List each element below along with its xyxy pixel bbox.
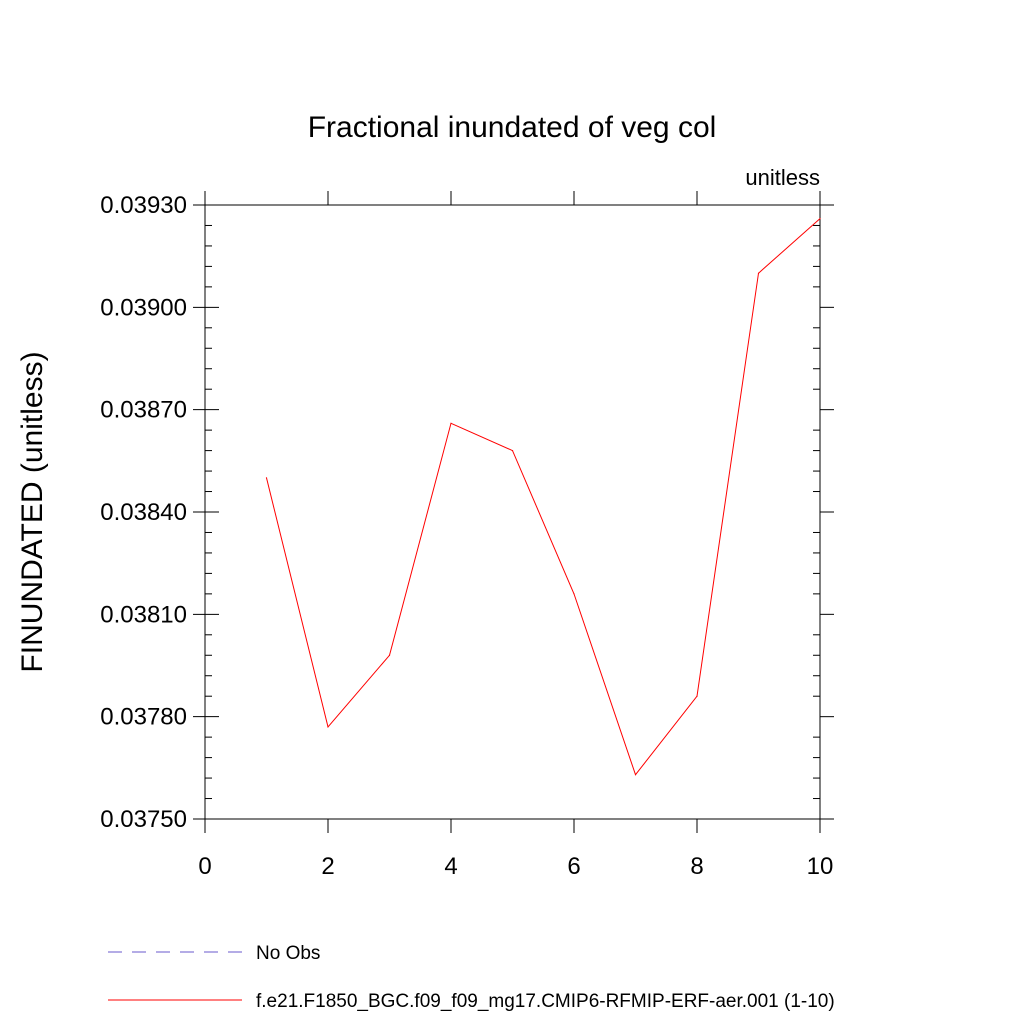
y-tick-label: 0.03870 (100, 397, 187, 424)
data-point (696, 695, 698, 697)
legend: No Obs f.e21.F1850_BGC.f09_f09_mg17.CMIP… (108, 943, 835, 1012)
x-tick-label: 10 (807, 853, 834, 880)
y-tick-label: 0.03930 (100, 192, 187, 219)
data-point (388, 654, 391, 656)
data-point (450, 422, 452, 424)
x-axis-ticks: 0 2 4 6 8 10 (198, 191, 833, 880)
series-layer (265, 218, 821, 776)
x-tick-label: 0 (198, 853, 211, 880)
plot-frame (204, 204, 821, 820)
data-point (327, 726, 329, 728)
data-point (573, 593, 575, 595)
y-tick-label: 0.03780 (100, 704, 187, 731)
data-point (511, 450, 514, 452)
data-point (634, 774, 637, 776)
data-point (819, 218, 821, 220)
series-line-0 (266, 218, 821, 776)
y-tick-label: 0.03750 (100, 806, 187, 833)
legend-label-model-run: f.e21.F1850_BGC.f09_f09_mg17.CMIP6-RFMIP… (256, 991, 835, 1012)
x-tick-label: 4 (444, 853, 457, 880)
y-tick-label: 0.03840 (100, 499, 187, 526)
legend-label-no-obs: No Obs (256, 943, 320, 964)
y-tick-label: 0.03810 (100, 601, 187, 628)
data-point (757, 272, 760, 274)
y-axis-ticks: 0.03750 0.03780 0.03810 0.03840 0.03870 0.039… (100, 192, 834, 833)
y-axis-label: FINUNDATED (unitless) (16, 351, 49, 672)
chart-title: Fractional inundated of veg col (308, 111, 717, 144)
data-point (265, 477, 268, 479)
x-tick-label: 6 (567, 853, 580, 880)
y-tick-label: 0.03900 (100, 294, 187, 321)
x-tick-label: 2 (321, 853, 334, 880)
x-tick-label: 8 (690, 853, 703, 880)
units-label: unitless (745, 165, 820, 190)
